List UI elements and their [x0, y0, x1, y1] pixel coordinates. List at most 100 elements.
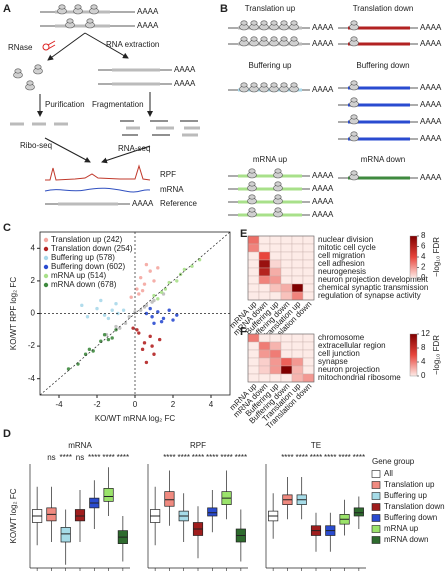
- heat-cell: [291, 291, 304, 301]
- row-label: nuclear division: [318, 235, 373, 244]
- heat-cell: [280, 357, 293, 367]
- legend-marker: [43, 246, 49, 252]
- heat-cell: [302, 341, 315, 351]
- colorbar-tick-label: 8: [421, 231, 426, 240]
- heat-cell: [269, 267, 282, 277]
- heat-cell: [258, 365, 271, 375]
- ribosome: [350, 97, 358, 103]
- heat-cell: [280, 333, 293, 343]
- ribosome: [250, 20, 258, 26]
- point: [110, 308, 114, 312]
- poly-a: AAAA: [137, 21, 159, 30]
- point: [87, 347, 92, 352]
- heat-cell: [291, 243, 304, 253]
- significance: ****: [220, 453, 232, 462]
- ribosome: [34, 64, 42, 70]
- heat-cell: [280, 373, 293, 383]
- track-label: Reference: [160, 199, 197, 208]
- point: [152, 279, 156, 283]
- panel-label: C: [3, 222, 11, 234]
- colorbar-tick-label: 8: [421, 343, 426, 352]
- poly-a: AAAA: [312, 197, 334, 206]
- heat-cell: [258, 275, 271, 285]
- heat-cell: [247, 349, 260, 359]
- point: [156, 297, 160, 301]
- heat-cell: [280, 251, 293, 261]
- heat-cell: [280, 275, 293, 285]
- y-axis-label: KO/WT log₂ FC: [9, 488, 18, 543]
- ribosome: [270, 82, 278, 88]
- heat-cell: [280, 341, 293, 351]
- ribosome: [90, 4, 98, 10]
- point: [95, 306, 99, 311]
- mrna-track: [44, 187, 151, 193]
- heat-cell: [247, 291, 260, 301]
- label: Fragmentation: [92, 100, 144, 109]
- ribosome: [350, 170, 358, 176]
- heat-cell: [258, 267, 271, 277]
- ribosome: [250, 36, 258, 42]
- legend-label: Buffering down (602): [51, 262, 125, 271]
- heat-cell: [247, 259, 260, 269]
- legend-swatch: [371, 503, 381, 511]
- arrow: [47, 32, 86, 61]
- point: [66, 367, 71, 371]
- legend-label: mRNA down: [384, 535, 428, 544]
- box: [74, 509, 86, 522]
- ribosome: [274, 194, 282, 200]
- point: [150, 344, 154, 348]
- significance: ****: [177, 453, 189, 462]
- panel-label: A: [3, 3, 11, 15]
- heat-cell: [291, 373, 304, 383]
- box: [103, 488, 114, 502]
- significance: ****: [235, 453, 247, 462]
- point: [144, 360, 149, 365]
- point: [129, 295, 133, 299]
- heat-cell: [302, 251, 315, 261]
- heat-cell: [280, 349, 293, 359]
- heat-cell: [258, 357, 271, 367]
- point: [144, 311, 149, 316]
- point: [102, 332, 107, 337]
- ribosome: [260, 82, 268, 88]
- label: RNA-seq: [118, 144, 150, 153]
- heat-cell: [258, 373, 271, 383]
- point: [135, 287, 139, 291]
- legend-label: mRNA down (678): [51, 280, 117, 289]
- colorbar: [409, 235, 418, 279]
- point: [144, 303, 149, 308]
- heat-cell: [269, 283, 282, 293]
- y-tick-label: -4: [28, 374, 36, 383]
- heat-cell: [291, 365, 304, 375]
- ribosome: [350, 80, 358, 86]
- heat-cell: [258, 251, 271, 261]
- y-tick-label: 0: [31, 309, 36, 318]
- colorbar: [409, 333, 418, 377]
- group-label: Translation up: [245, 4, 296, 13]
- significance: ****: [163, 453, 175, 462]
- heat-cell: [291, 333, 304, 343]
- point: [159, 319, 164, 324]
- heat-cell: [280, 243, 293, 253]
- ribosome: [86, 18, 94, 24]
- point: [133, 310, 137, 314]
- point: [148, 306, 152, 311]
- heat-cell: [302, 291, 315, 301]
- ribosome: [14, 68, 22, 74]
- point: [123, 321, 128, 325]
- box: [353, 507, 364, 517]
- ribosome: [58, 4, 66, 10]
- heat-cell: [302, 349, 315, 359]
- legend-label: Translation up (242): [51, 235, 123, 244]
- row-label: mitotic cell cycle: [318, 243, 376, 252]
- heat-cell: [302, 259, 315, 269]
- point: [148, 334, 152, 339]
- ribosome: [280, 36, 288, 42]
- heat-cell: [258, 243, 271, 253]
- heat-cell: [302, 373, 315, 383]
- poly-a: AAAA: [420, 117, 442, 126]
- ribosome: [248, 194, 256, 200]
- heat-cell: [302, 357, 315, 367]
- box-title: mRNA: [68, 441, 92, 450]
- significance: ****: [88, 453, 100, 462]
